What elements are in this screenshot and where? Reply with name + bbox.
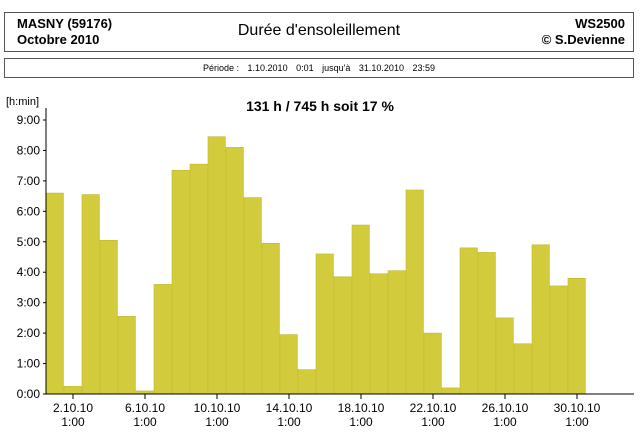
x-tick-label-date-18: 18.10.10: [338, 401, 385, 415]
bar-day-17: [333, 276, 352, 395]
x-tick-label-time-30: 1:00: [565, 415, 589, 429]
x-tick-label-date-6: 6.10.10: [125, 401, 165, 415]
y-tick-label-7: 7:00: [17, 174, 41, 188]
y-tick-label-0: 0:00: [17, 387, 41, 401]
bar-day-18: [351, 224, 370, 395]
bar-day-8: [171, 169, 190, 395]
bar-day-30: [567, 278, 586, 395]
bar-day-21: [405, 189, 424, 395]
bar-day-16: [315, 253, 334, 395]
bar-day-5: [117, 316, 136, 395]
period-from-date: 1.10.2010: [247, 63, 288, 73]
bar-day-12: [243, 197, 262, 395]
bar-day-2: [63, 386, 82, 395]
bar-day-4: [99, 239, 118, 395]
station-name: MASNY (59176): [17, 16, 113, 31]
x-tick-label-date-26: 26.10.10: [482, 401, 529, 415]
bar-day-23: [441, 387, 460, 395]
summary-text: 131 h / 745 h soit 17 %: [246, 98, 394, 114]
period-to-date: 31.10.2010: [358, 63, 404, 73]
x-tick-label-time-2: 1:00: [61, 415, 85, 429]
header-box: MASNY (59176) Octobre 2010 Durée d'ensol…: [4, 12, 634, 52]
bar-day-27: [513, 343, 532, 395]
x-tick-label-date-14: 14.10.10: [266, 401, 313, 415]
header-right: WS2500 © S.Devienne: [542, 16, 625, 48]
bar-day-9: [189, 163, 208, 395]
y-tick-label-3: 3:00: [17, 296, 41, 310]
period-to-time: 23:59: [412, 63, 435, 73]
period-to-label: jusqu'à: [322, 63, 351, 73]
y-tick-label-9: 9:00: [17, 113, 41, 127]
bar-day-20: [387, 270, 406, 395]
bar-day-11: [225, 147, 244, 395]
bar-day-19: [369, 273, 388, 395]
y-tick-label-4: 4:00: [17, 265, 41, 279]
bar-day-25: [477, 252, 496, 395]
y-tick-label-6: 6:00: [17, 204, 41, 218]
bar-day-13: [261, 243, 280, 395]
bar-day-22: [423, 332, 442, 395]
chart-title: Durée d'ensoleillement: [237, 22, 401, 39]
x-tick-label-time-26: 1:00: [493, 415, 517, 429]
author-credit: © S.Devienne: [541, 32, 625, 47]
month-label: Octobre 2010: [17, 32, 100, 47]
bar-day-1: [45, 192, 64, 395]
bar-day-26: [495, 317, 514, 395]
x-tick-label-date-10: 10.10.10: [194, 401, 241, 415]
bar-day-7: [153, 284, 172, 395]
y-tick-label-5: 5:00: [17, 235, 41, 249]
y-tick-label-2: 2:00: [17, 326, 41, 340]
bar-day-24: [459, 247, 478, 395]
x-tick-label-date-2: 2.10.10: [53, 401, 93, 415]
x-tick-label-time-22: 1:00: [421, 415, 445, 429]
x-tick-label-time-6: 1:00: [133, 415, 157, 429]
y-tick-label-1: 1:00: [17, 357, 41, 371]
period-from-time: 0:01: [296, 63, 314, 73]
bar-day-10: [207, 136, 226, 395]
bar-day-29: [549, 285, 568, 395]
device-name: WS2500: [575, 16, 625, 31]
x-tick-label-time-10: 1:00: [205, 415, 229, 429]
x-tick-label-time-18: 1:00: [349, 415, 373, 429]
header-left: MASNY (59176) Octobre 2010: [17, 16, 112, 48]
x-tick-label-date-30: 30.10.10: [554, 401, 601, 415]
x-tick-label-date-22: 22.10.10: [410, 401, 457, 415]
y-tick-label-8: 8:00: [17, 143, 41, 157]
y-axis-unit-label: [h:min]: [6, 96, 40, 108]
bar-day-15: [297, 369, 316, 395]
period-label: Période :: [202, 63, 240, 73]
bar-day-14: [279, 334, 298, 395]
bar-day-28: [531, 244, 550, 395]
x-tick-label-time-14: 1:00: [277, 415, 301, 429]
period-box: Période : 1.10.2010 0:01 jusqu'à 31.10.2…: [4, 58, 634, 78]
bar-day-3: [81, 194, 100, 395]
